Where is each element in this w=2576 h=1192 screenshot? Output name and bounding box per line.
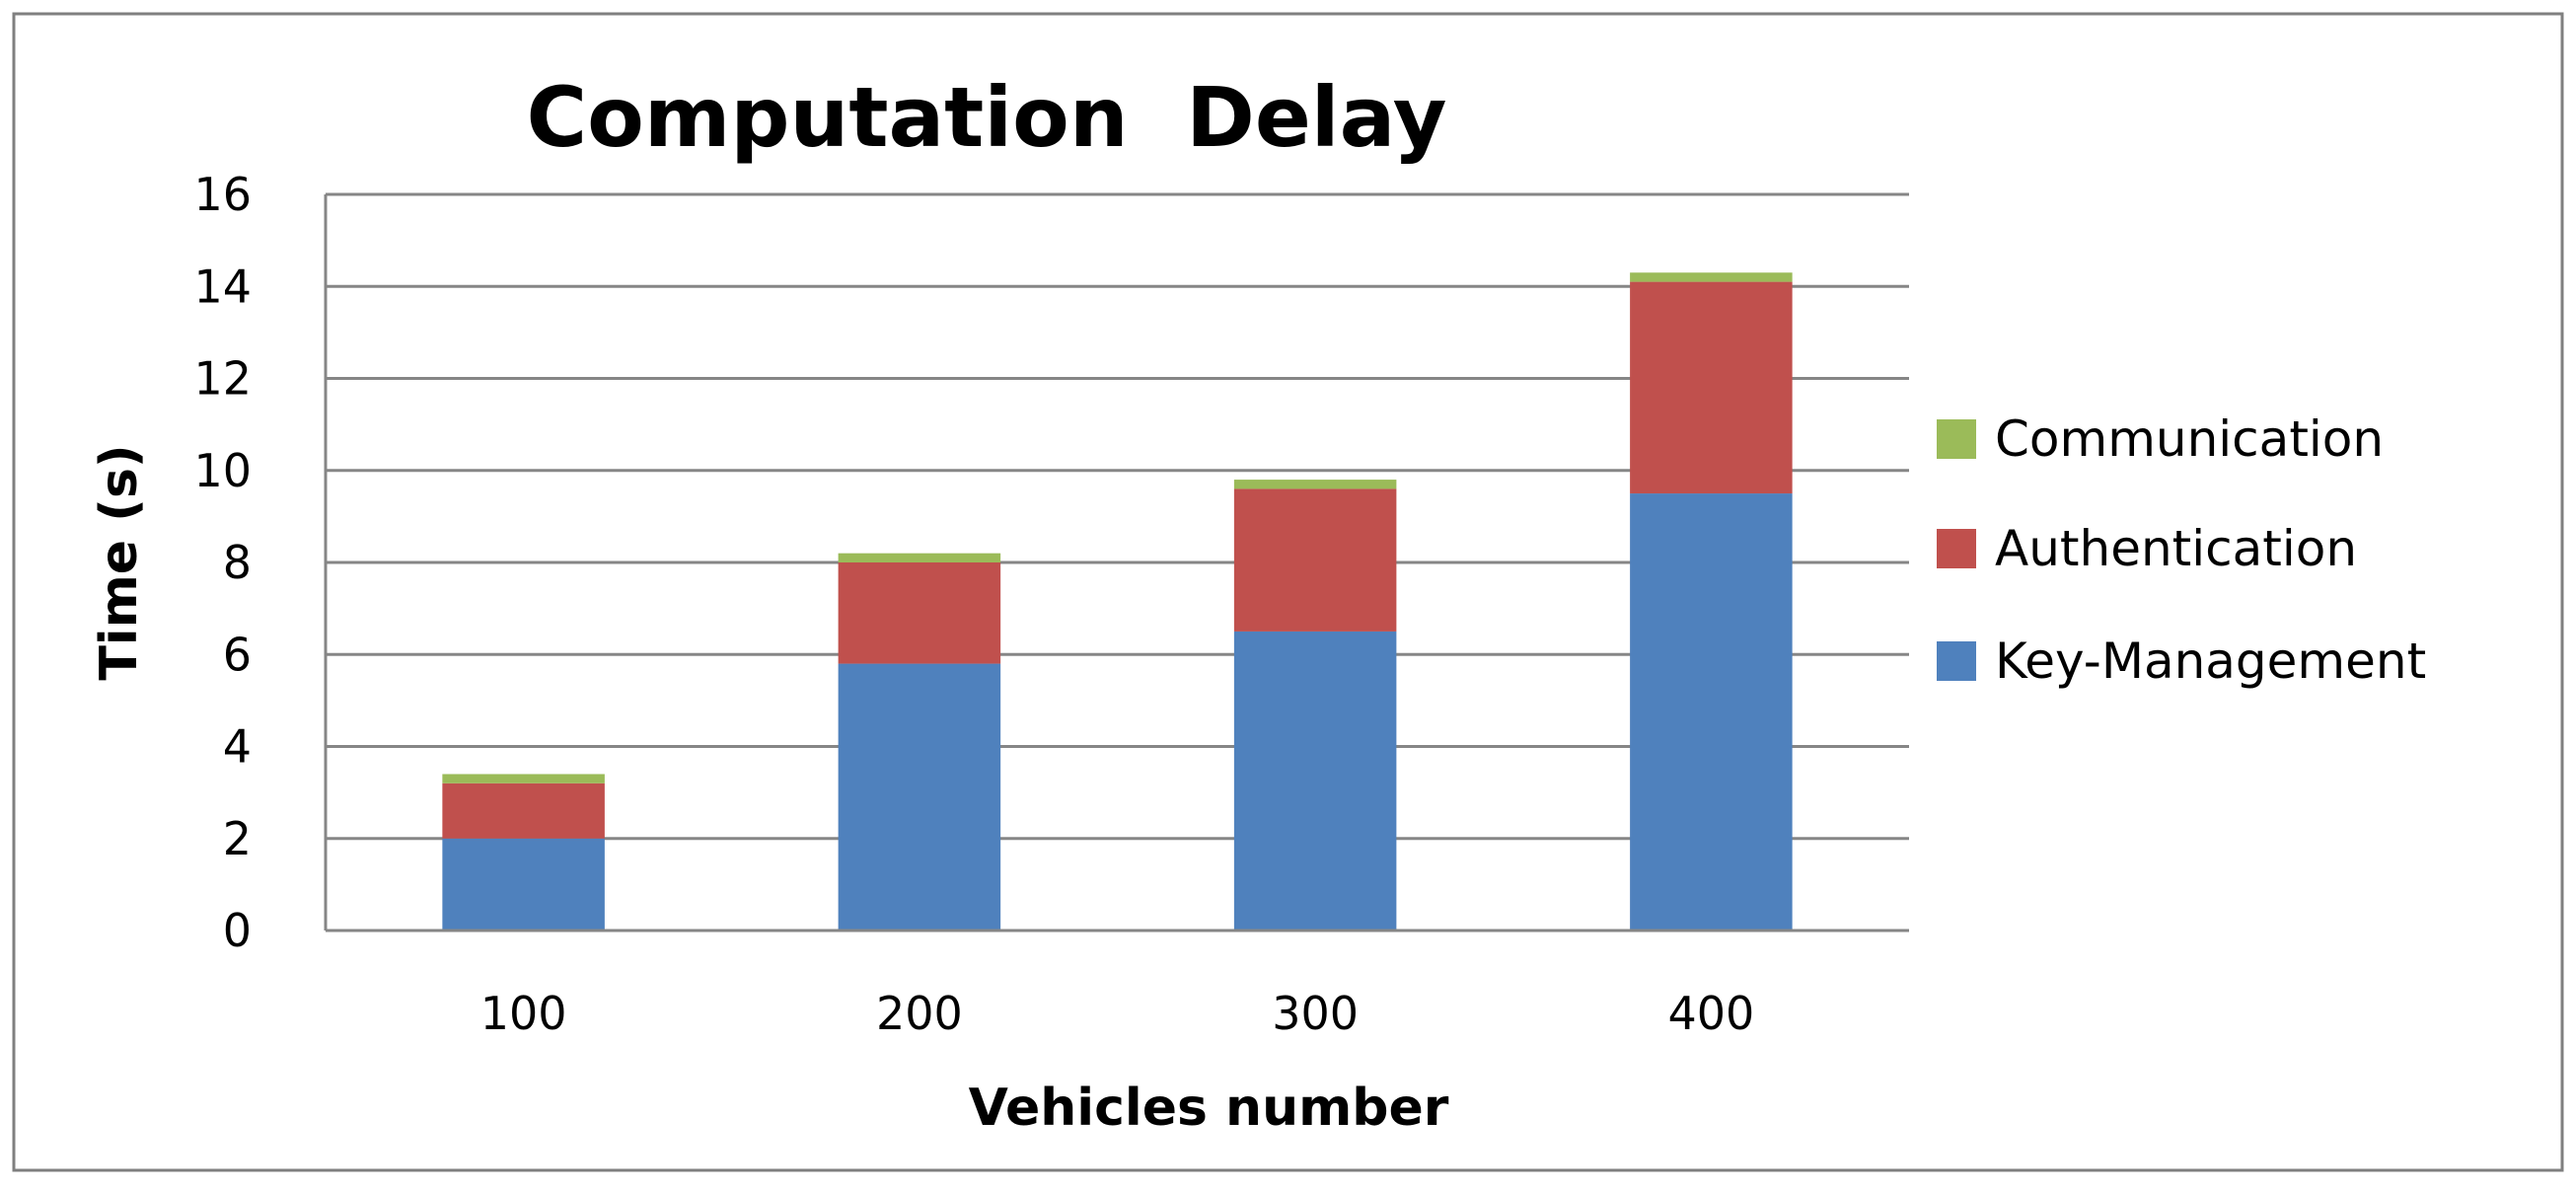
bar-authentication-100 — [442, 782, 605, 839]
legend-swatch — [1937, 419, 1976, 459]
chart-title: Computation Delay — [527, 69, 1447, 166]
y-tick-label: 14 — [193, 260, 252, 313]
x-tick-label: 100 — [480, 987, 567, 1040]
x-tick-label: 400 — [1667, 987, 1754, 1040]
legend-swatch — [1937, 641, 1976, 681]
bar-authentication-300 — [1233, 488, 1397, 632]
axes — [324, 194, 1909, 932]
y-tick-label: 12 — [193, 352, 252, 406]
y-tick-labels: 0 2 4 6 8 10 12 14 16 — [193, 168, 252, 957]
bar-authentication-200 — [838, 562, 1001, 664]
legend-label: Key-Management — [1995, 633, 2426, 690]
bar-key-management-100 — [442, 838, 605, 931]
x-tick-labels: 100 200 300 400 — [480, 987, 1755, 1040]
bar-authentication-400 — [1630, 281, 1793, 494]
bar-communication-200 — [838, 553, 1001, 562]
bars — [442, 272, 1793, 931]
bar-key-management-400 — [1630, 493, 1793, 931]
x-tick-label: 200 — [876, 987, 963, 1040]
x-tick-label: 300 — [1272, 987, 1359, 1040]
bar-key-management-300 — [1233, 631, 1397, 931]
y-tick-label: 10 — [193, 444, 252, 497]
legend-swatch — [1937, 529, 1976, 568]
y-tick-label: 6 — [223, 628, 252, 681]
legend-label: Authentication — [1995, 520, 2357, 577]
y-tick-label: 16 — [193, 168, 252, 221]
y-tick-label: 8 — [223, 536, 252, 589]
legend: Communication Authentication Key-Managemen… — [1937, 410, 2426, 690]
bar-communication-300 — [1233, 480, 1397, 489]
bar-key-management-200 — [838, 663, 1001, 931]
legend-label: Communication — [1995, 410, 2384, 468]
y-tick-label: 2 — [223, 812, 252, 865]
y-tick-label: 4 — [223, 720, 252, 774]
x-axis-title: Vehicles number — [969, 1079, 1449, 1138]
bar-communication-400 — [1630, 272, 1793, 282]
y-axis-title: Time (s) — [90, 444, 149, 680]
bar-communication-100 — [442, 774, 605, 783]
y-tick-label: 0 — [223, 904, 252, 957]
